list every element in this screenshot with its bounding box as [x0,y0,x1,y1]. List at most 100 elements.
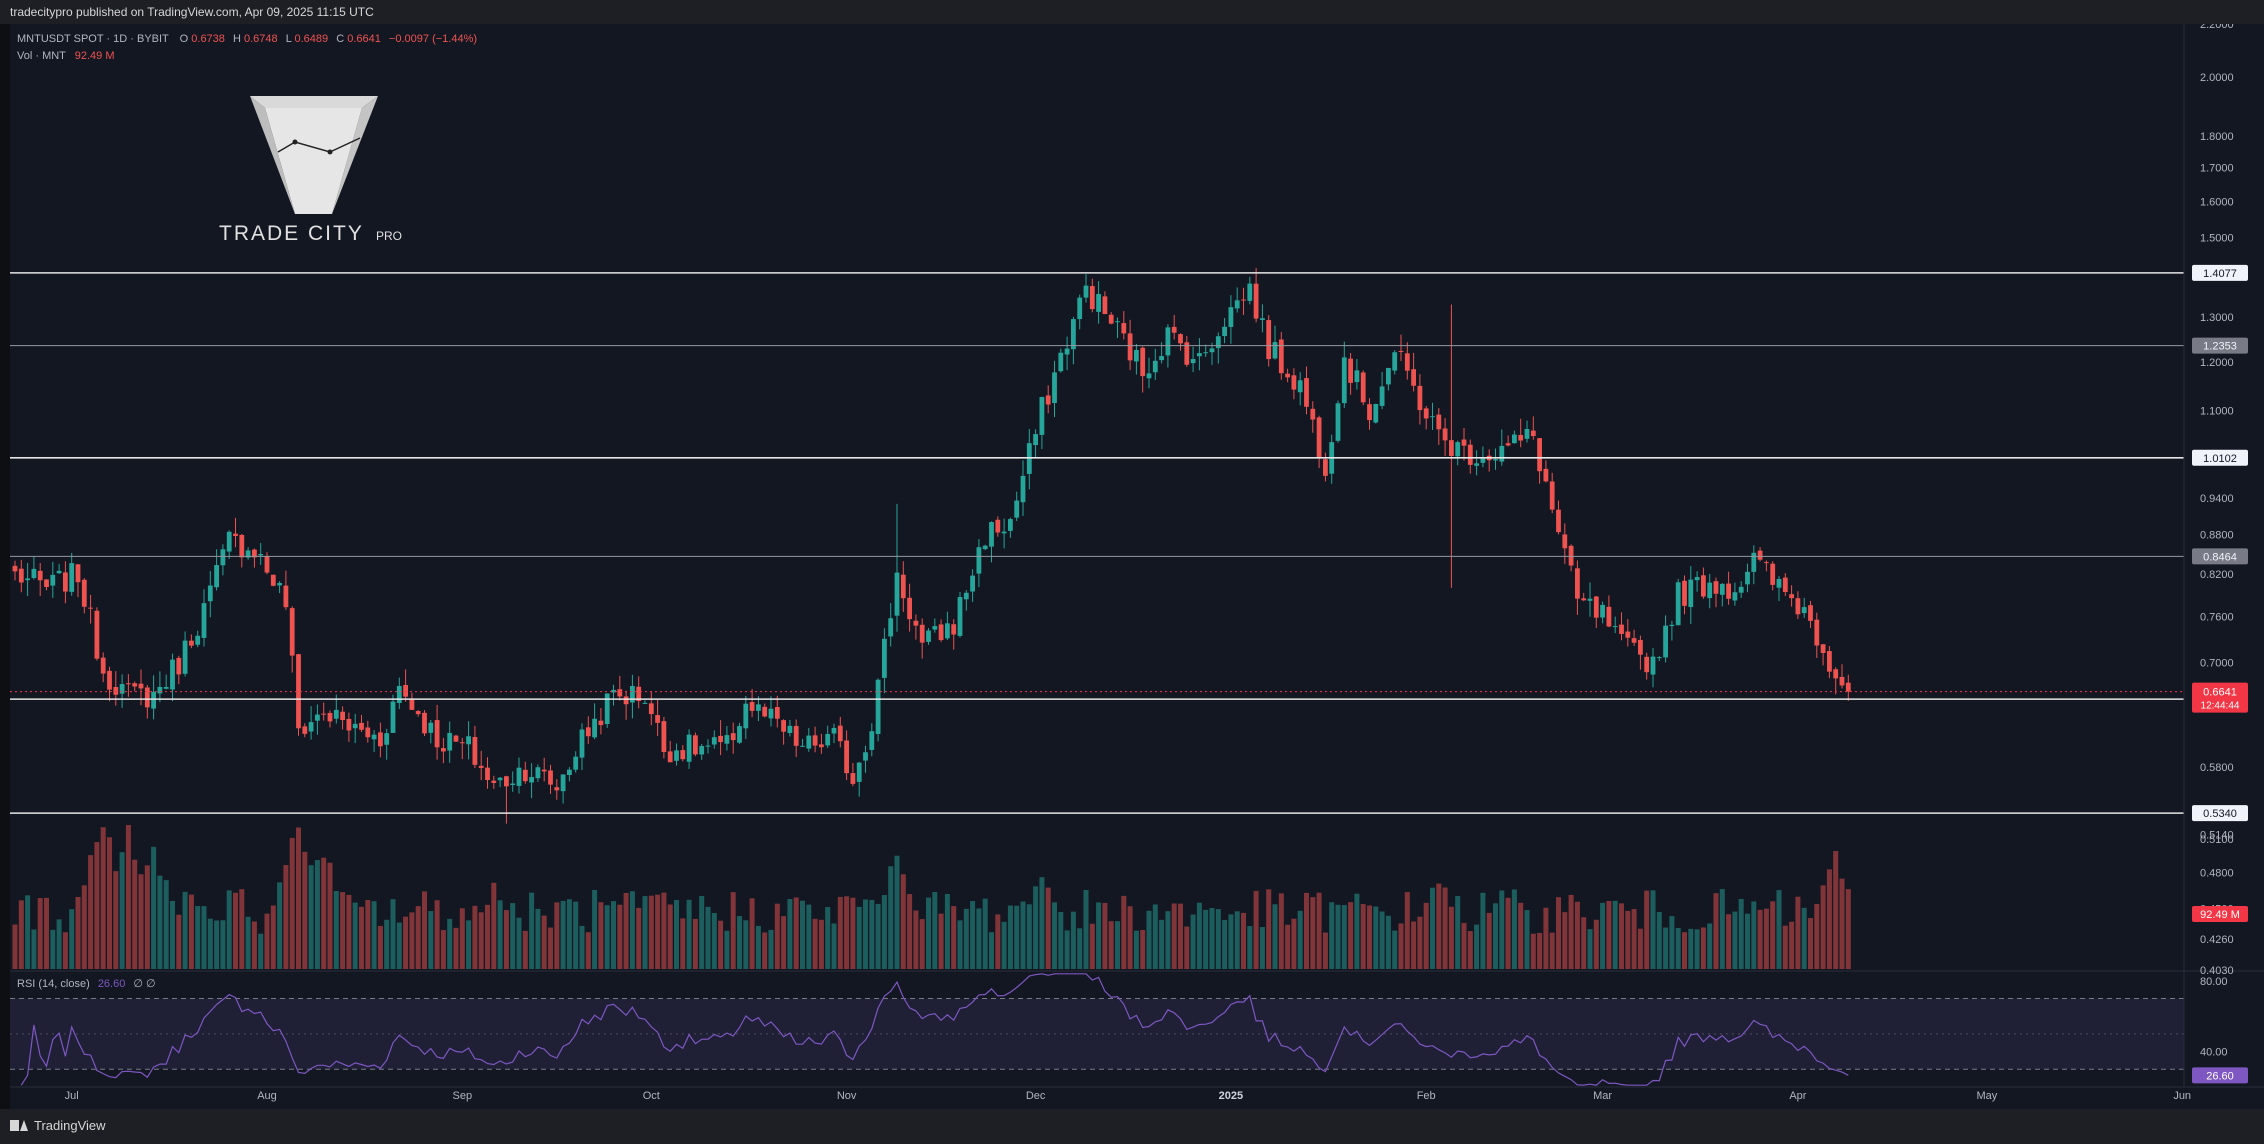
logo-right-face [332,96,378,214]
volume-bar [251,921,257,969]
volume-bar [1801,907,1807,969]
candle-body [75,564,81,583]
candle-body [976,547,982,574]
candle-body [1272,342,1278,359]
volume-bar [1291,918,1297,969]
level-badge [2192,548,2248,565]
volume-bar [1568,894,1574,969]
volume-bar [1726,914,1732,969]
candle-body [869,731,875,750]
candle-body [648,703,654,715]
candle-body [466,736,471,745]
candle-body [441,748,446,752]
candle-body [529,777,534,783]
volume-bar [12,924,18,969]
logo-front-face [265,108,362,214]
volume-bar [1833,851,1839,969]
candle-body [1820,644,1826,653]
chart-canvas[interactable]: 1.40771.23531.01020.84640.65520.53400.66… [10,24,2264,1109]
candle-body [1367,404,1372,421]
volume-bar [604,905,610,969]
time-tick-label: Feb [1417,1090,1436,1102]
candle-body [1228,307,1234,327]
volume-bar [1259,926,1265,969]
volume-bar [1430,887,1435,969]
candle-body [113,687,119,695]
volume-bar [1656,911,1662,969]
candle-body [434,720,440,748]
volume-bar [1159,919,1165,969]
volume-bar [875,903,881,969]
volume-bar [1694,929,1700,969]
candle-body [970,575,975,592]
volume-bar [743,920,749,969]
candle-body [963,592,969,600]
time-tick-label: Apr [1789,1090,1806,1102]
candle-body [1833,669,1839,679]
volume-bar [932,891,938,969]
volume-bar [1310,897,1316,969]
candle-body [1398,350,1404,352]
candle-body [1732,592,1738,601]
volume-bar [699,895,705,969]
volume-bar [1543,907,1549,969]
volume-bar [1707,923,1713,969]
volume-bar [1278,893,1284,969]
candle-body [1020,475,1026,503]
watermark-suffix: PRO [376,229,402,243]
candle-body [737,726,742,743]
candle-body [245,550,251,558]
tradingview-brand[interactable]: TradingView [10,1118,106,1133]
volume-bar [1272,904,1278,969]
candle-body [1360,372,1366,403]
candle-body [1373,403,1379,423]
candle-body [396,685,402,703]
volume-bar [1398,923,1404,969]
volume-bar [94,842,100,969]
candle-body [1688,579,1694,608]
volume-bar [1751,901,1757,969]
candle-body [270,574,276,586]
candle-body [214,565,219,588]
candle-body [415,711,421,715]
candle-body [1713,581,1719,594]
volume-bar [1782,925,1788,969]
candle-body [636,686,642,701]
volume-bar [440,930,446,969]
volume-bar [1133,930,1139,969]
volume-bar [995,914,1001,969]
level-label: 1.4077 [2203,268,2237,280]
candle-body [1247,283,1253,301]
time-tick-label: Jun [2173,1090,2191,1102]
volume-bar [938,913,944,969]
volume-bar [573,901,579,969]
candle-body [1638,639,1643,655]
candle-body [819,744,824,748]
candle-body [913,620,919,626]
candle-body [806,735,812,749]
candle-body [132,683,138,687]
candle-body [756,704,761,711]
trade-city-watermark: TRADE CITY PRO [219,96,402,245]
volume-bar [1228,914,1234,969]
volume-bar [1316,892,1322,969]
candle-body [1190,359,1196,364]
volume-bar [69,909,75,969]
candle-body [1241,299,1246,301]
candle-body [189,640,194,646]
candle-body [718,735,723,743]
candle-body [630,685,635,703]
volume-bar [365,899,371,969]
volume-bar [50,929,56,969]
volume-bar [503,910,509,969]
volume-bar [1190,914,1196,969]
candle-body [623,696,629,705]
volume-bar [737,916,742,969]
legend-line: MNTUSDT SPOT · 1D · BYBIT O 0.6738 H 0.6… [17,33,477,45]
last-price-countdown: 12:44:44 [2201,701,2240,712]
volume-bar [636,907,642,969]
volume-bar [850,897,856,969]
candle-body [938,624,944,641]
candle-body [1782,577,1788,592]
volume-bar [37,898,43,969]
